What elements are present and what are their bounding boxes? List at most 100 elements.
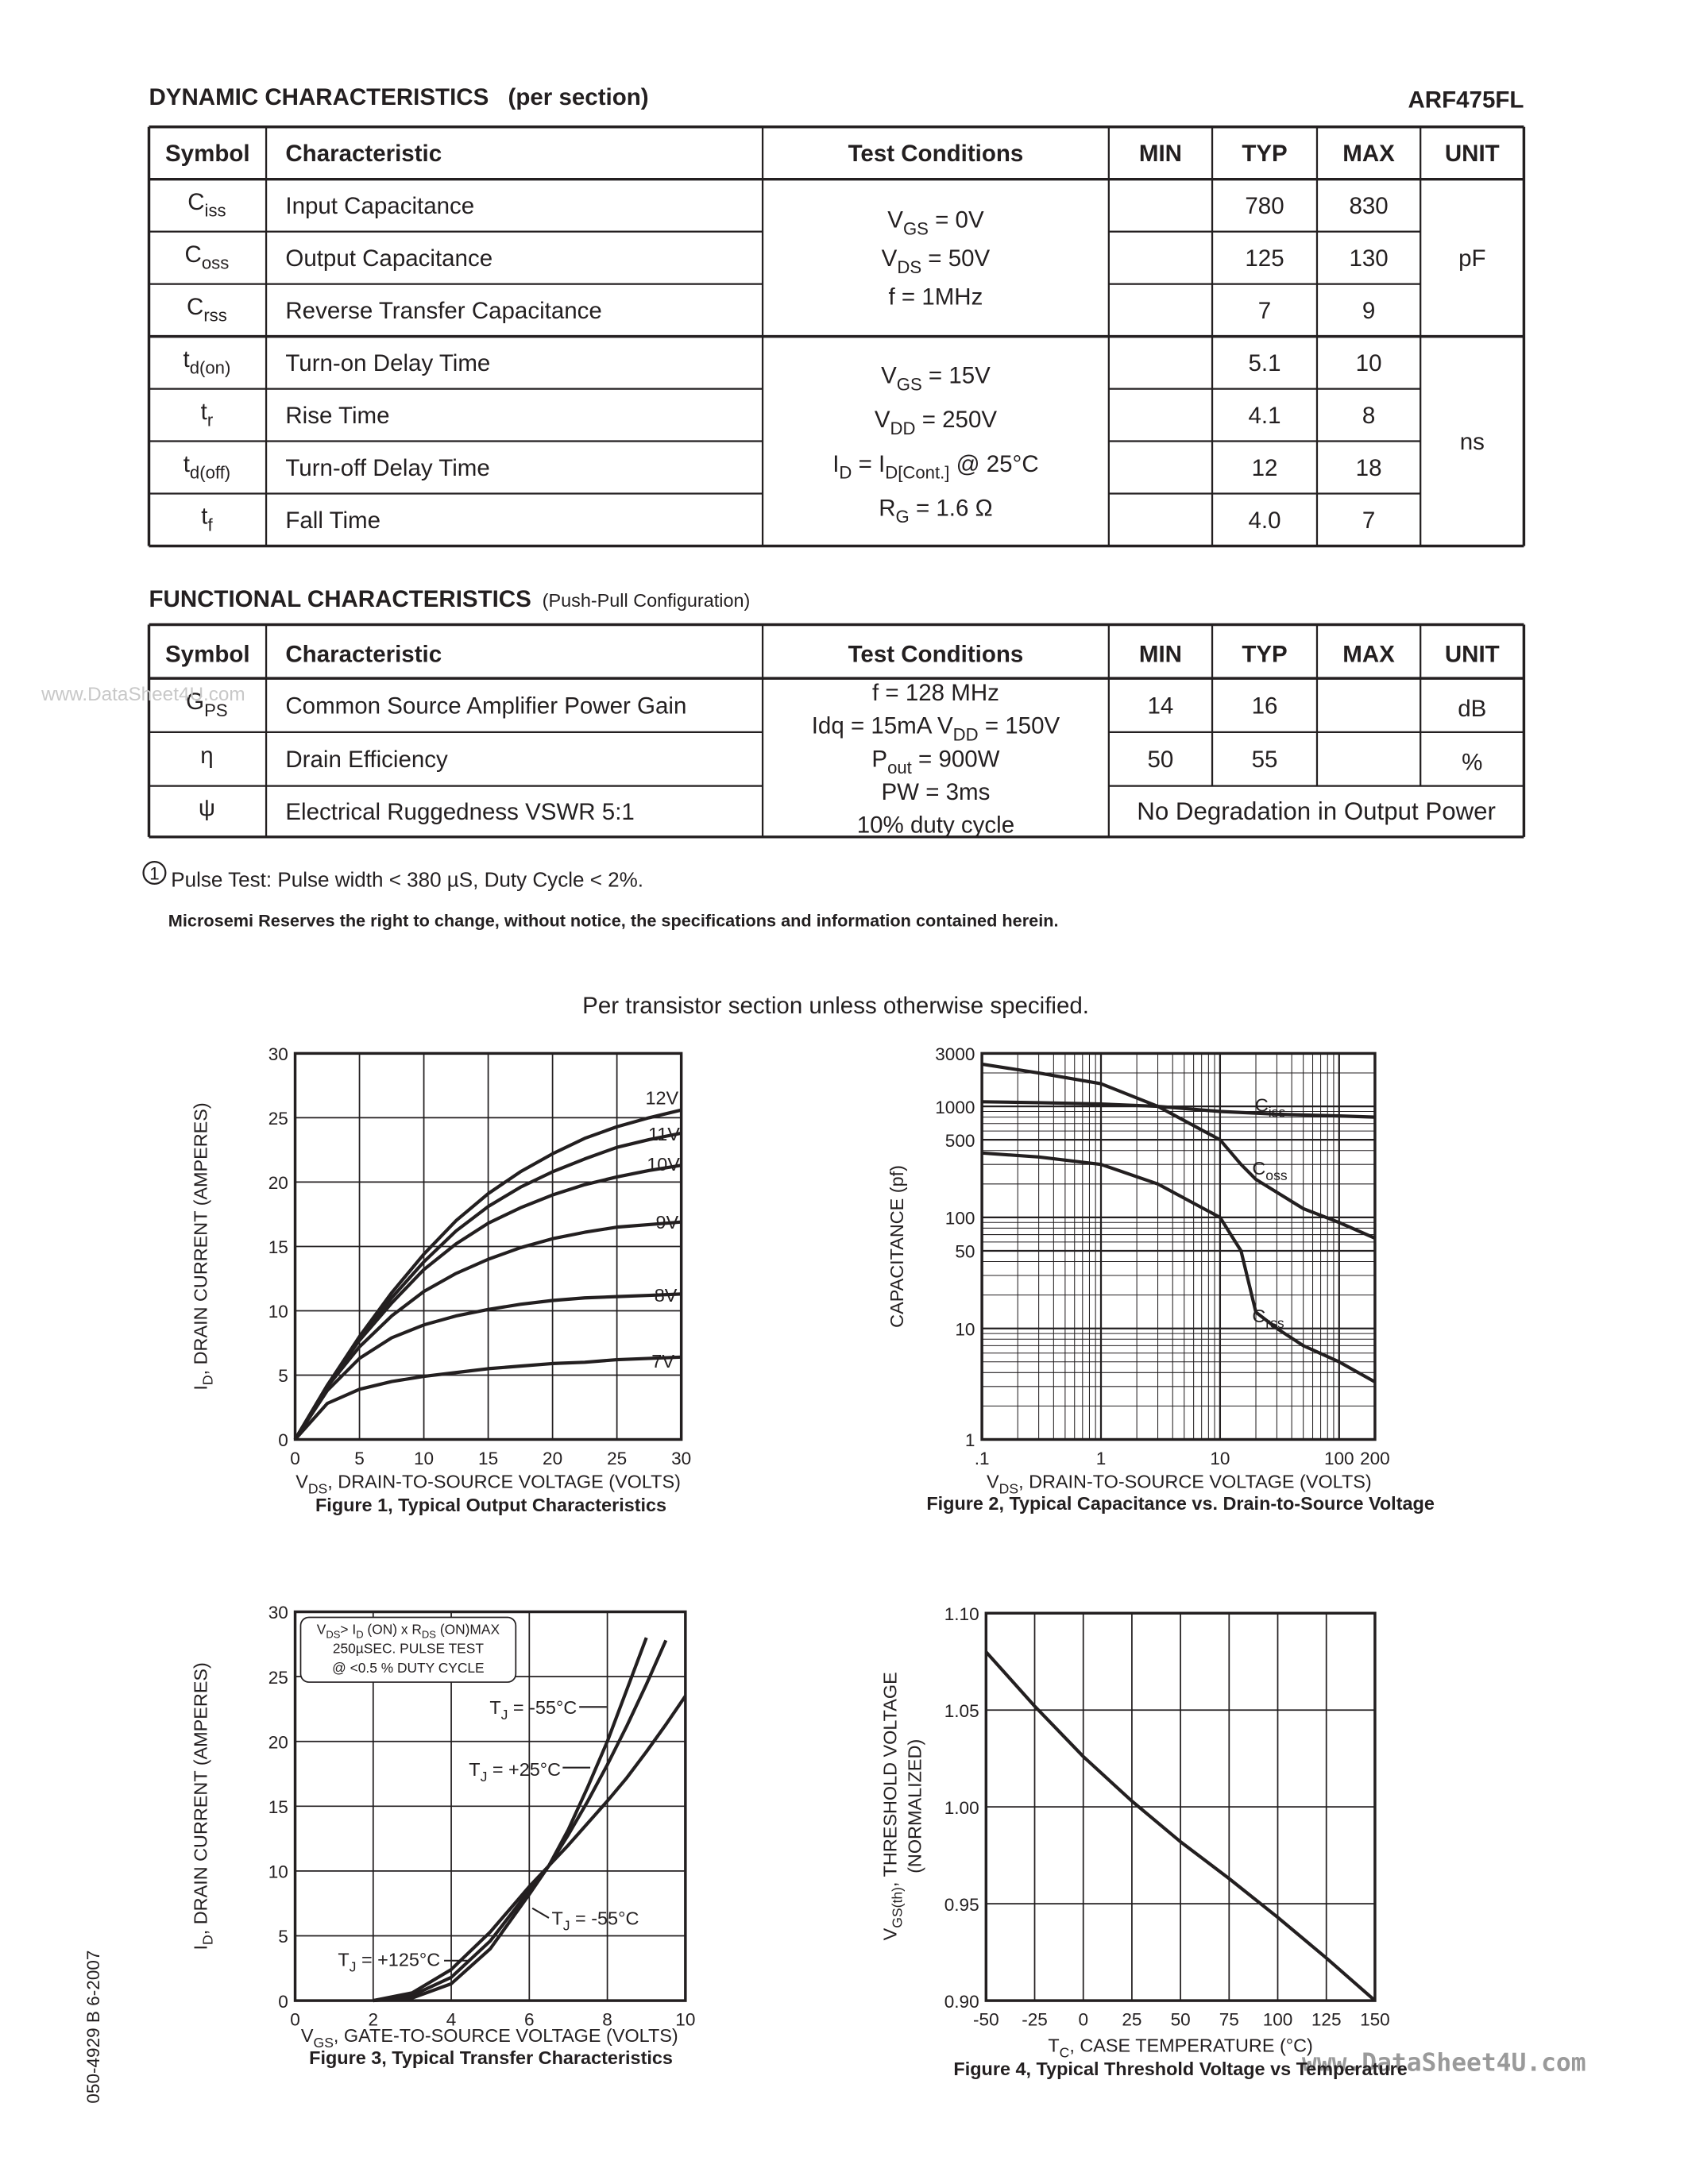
text-part: DS [999,1480,1018,1496]
test-condition: PW = 3ms [882,779,991,805]
x-tick-label: 6 [524,2009,535,2029]
y-tick-label: 10 [955,1319,975,1339]
text-part: I [190,1385,211,1391]
x-tick-label: 10 [675,2009,695,2029]
text-part: Idq = 15mA V [812,713,953,739]
text-part: rss [1265,1315,1284,1331]
text-part: DYNAMIC CHARACTERISTICS [149,84,489,110]
symbol: GPS [186,689,227,720]
column-header: Characteristic [285,641,442,667]
column-header: Symbol [165,141,250,167]
y-tick-label: 0 [278,1992,288,2012]
text-part: t [201,504,207,530]
text-part: D [199,1935,215,1945]
x-axis-label: TC, CASE TEMPERATURE (°C) [1048,2035,1313,2060]
text-part: = 150V [979,713,1060,739]
x-tick-label: 1 [1096,1449,1107,1468]
typ-value: 4.1 [1249,403,1281,429]
characteristic: Rise Time [285,403,389,429]
text-part: t [183,451,190,477]
text-part: t [183,346,189,372]
text-part: r [207,411,213,430]
text-part: = 1.6 Ω [910,495,993,521]
max-value: 130 [1349,245,1388,272]
text-part: C [1252,1306,1265,1326]
text-part: DS [422,1628,436,1640]
max-value: 10 [1356,350,1382,376]
min-value: 14 [1148,693,1174,719]
text-part: V [882,245,898,272]
text-part: @ 25°C [949,451,1038,477]
column-header: MIN [1139,141,1182,167]
characteristic: Fall Time [285,507,380,534]
series-label: 9V [656,1212,679,1233]
text-part: , GATE-TO-SOURCE VOLTAGE (VOLTS) [334,2025,678,2046]
test-condition: VGS = 15V [881,363,991,395]
series-label: 7V [651,1351,674,1372]
test-condition: VDD = 250V [875,407,997,438]
test-condition: Pout = 900W [871,746,999,778]
x-tick-label: 125 [1311,2009,1342,2029]
typ-value: 5.1 [1249,350,1281,376]
text-part: , DRAIN-TO-SOURCE VOLTAGE (VOLTS) [327,1471,681,1491]
text-part: f [207,515,213,535]
text-part: D [356,1628,363,1640]
characteristic: Turn-on Delay Time [285,350,490,376]
symbol: tf [201,504,213,535]
text-part: (Push-Pull Configuration) [543,590,751,611]
x-tick-label: 0 [290,1449,300,1468]
y-tick-label: 1.10 [944,1604,979,1624]
data-line [293,1292,682,1441]
x-tick-label: 25 [607,1449,627,1468]
text-part: (per section) [508,84,649,110]
text-part: (ON)MAX [436,1621,500,1637]
text-part: = +125°C [356,1950,440,1970]
series-label: TJ = +125°C [338,1950,440,1975]
text-part: = 0V [929,206,984,233]
text-part: I [190,1945,211,1951]
y-tick-label: 20 [268,1173,288,1193]
text-part: , DRAIN CURRENT (AMPERES) [190,1102,211,1375]
series-label: Crss [1252,1306,1284,1331]
y-tick-label: 1.05 [944,1701,979,1721]
x-axis-label: VGS, GATE-TO-SOURCE VOLTAGE (VOLTS) [301,2025,678,2051]
text-part: iss [205,201,226,221]
text-part: DS [326,1628,340,1640]
figures-caption: Per transistor section unless otherwise … [582,993,1089,1019]
plot-frame [984,1611,1377,2002]
unit: ns [1460,429,1485,455]
column-header: UNIT [1445,641,1500,667]
text-part: T [489,1697,500,1718]
typ-value: 55 [1252,747,1278,773]
data-line [981,1151,1376,1383]
text-part: G [896,507,910,527]
y-tick-label: 20 [268,1732,288,1752]
text-part: V [879,1927,900,1940]
typ-value: 4.0 [1249,507,1281,534]
text-part: GS [314,2035,334,2051]
text-part: d(on) [190,358,231,378]
characteristic: Reverse Transfer Capacitance [285,298,601,324]
symbol: Crss [187,294,227,326]
unit: % [1462,750,1482,776]
x-tick-label: 5 [354,1449,365,1468]
label-arrow [531,1907,550,1919]
text-part: = -55°C [508,1697,577,1718]
text-part: (ON) x R [364,1621,422,1637]
test-condition: Idq = 15mA VDD = 150V [812,713,1060,745]
symbol: η [200,743,213,769]
text-part: D [839,463,852,483]
x-tick-label: 15 [478,1449,498,1468]
typ-value: 125 [1245,245,1284,272]
y-tick-label: 5 [278,1366,288,1386]
y-tick-label: 25 [268,1109,288,1129]
footnote-marker-circle [142,860,167,885]
text-part: = 15V [922,363,991,389]
x-tick-label: 10 [1210,1449,1230,1468]
text-part: = I [852,451,885,477]
test-condition: VDS = 50V [882,245,991,277]
text-part: rss [203,306,227,326]
test-condition: 10% duty cycle [857,812,1014,839]
text-part: oss [1265,1167,1288,1183]
